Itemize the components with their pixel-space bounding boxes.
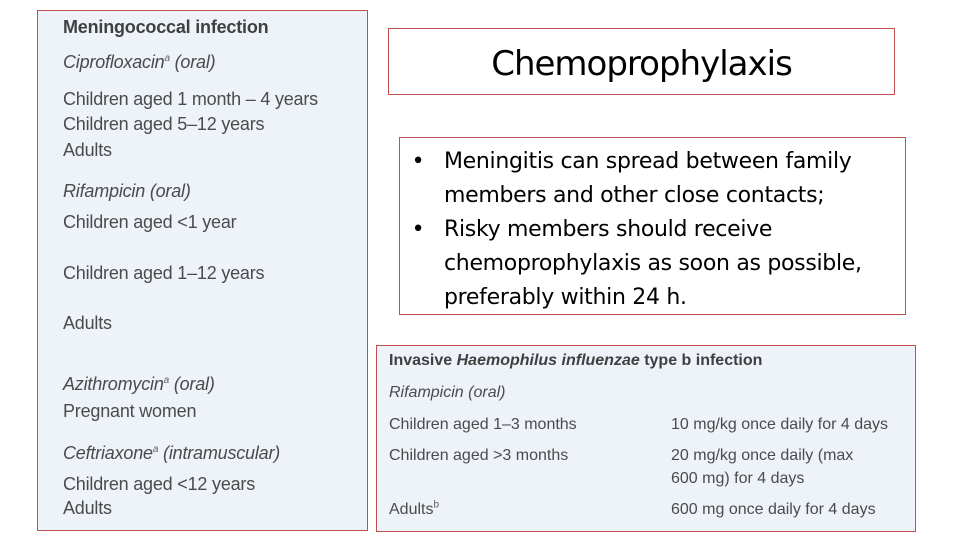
group-row: Adults xyxy=(63,498,112,518)
table-row-dose: 600 mg once daily for 4 days xyxy=(671,501,876,518)
table-row-group: Adultsb xyxy=(389,499,440,518)
table-row-dose: 10 mg/kg once daily for 4 days xyxy=(671,416,889,433)
hib-table: Invasive Haemophilus influenzae type b i… xyxy=(376,345,916,532)
bullet-dot: • xyxy=(411,217,425,242)
group-row: Children aged 1–12 years xyxy=(63,263,265,283)
group-row: Pregnant women xyxy=(63,401,197,421)
group-row: Children aged 1 month – 4 years xyxy=(63,89,318,109)
page-title: Chemoprophylaxis xyxy=(491,43,793,84)
drug-ciprofloxacin: Ciprofloxacina (oral) xyxy=(63,52,216,72)
group-row: Adults xyxy=(63,140,112,160)
group-row: Children aged <1 year xyxy=(63,212,237,232)
table-row-group: Children aged >3 months xyxy=(389,447,569,464)
bullet-dot: • xyxy=(411,149,425,174)
hib-drug: Rifampicin (oral) xyxy=(389,384,506,401)
table-row-group: Children aged 1–3 months xyxy=(389,416,577,433)
list-item: • Risky members should receive chemoprop… xyxy=(408,213,878,315)
drug-rifampicin: Rifampicin (oral) xyxy=(63,181,191,201)
hib-heading: Invasive Haemophilus influenzae type b i… xyxy=(389,352,763,369)
table-row-dose: 20 mg/kg once daily (max 600 mg) for 4 d… xyxy=(671,447,854,487)
bullet-box: • Meningitis can spread between family m… xyxy=(399,137,906,315)
title-box: Chemoprophylaxis xyxy=(388,28,895,95)
group-row: Children aged <12 years xyxy=(63,474,256,494)
drug-azithromycin: Azithromycina (oral) xyxy=(63,374,215,394)
meningococcal-table: Meningococcal infection Ciprofloxacina (… xyxy=(37,10,368,531)
group-row: Adults xyxy=(63,313,112,333)
list-item: • Meningitis can spread between family m… xyxy=(408,145,878,213)
drug-ceftriaxone: Ceftriaxonea (intramuscular) xyxy=(63,443,281,463)
meningococcal-heading: Meningococcal infection xyxy=(63,17,269,37)
group-row: Children aged 5–12 years xyxy=(63,114,265,134)
bullet-list: • Meningitis can spread between family m… xyxy=(408,145,878,315)
